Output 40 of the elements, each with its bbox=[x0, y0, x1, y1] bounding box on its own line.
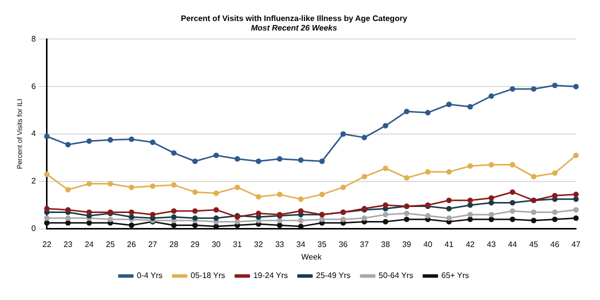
legend-label: 25-49 Yrs bbox=[316, 271, 351, 280]
x-tick-label: 23 bbox=[64, 240, 74, 249]
x-tick-label: 29 bbox=[190, 240, 200, 249]
legend-label: 05-18 Yrs bbox=[190, 271, 226, 280]
legend-label: 19-24 Yrs bbox=[253, 271, 288, 280]
x-tick-label: 31 bbox=[232, 240, 242, 249]
chart-title: Percent of Visits with Influenza-like Illness by Age Category bbox=[180, 14, 408, 24]
x-tick-label: 30 bbox=[212, 240, 222, 249]
legend-label: 0-4 Yrs bbox=[136, 271, 162, 280]
x-tick-label: 46 bbox=[550, 240, 560, 249]
x-tick-label: 41 bbox=[444, 240, 454, 249]
y-tick-label: 0 bbox=[31, 224, 36, 234]
x-tick-label: 28 bbox=[169, 240, 179, 249]
x-tick-label: 45 bbox=[529, 240, 539, 249]
x-tick-label: 47 bbox=[572, 240, 581, 249]
x-tick-label: 38 bbox=[381, 240, 390, 249]
x-tick-label: 33 bbox=[275, 240, 285, 249]
x-tick-label: 35 bbox=[318, 240, 328, 249]
y-tick-label: 8 bbox=[31, 34, 36, 44]
x-tick-label: 43 bbox=[486, 240, 496, 249]
x-tick-label: 37 bbox=[360, 240, 370, 249]
x-tick-label: 44 bbox=[508, 240, 518, 249]
x-tick-label: 27 bbox=[148, 240, 158, 249]
legend-label: 50-64 Yrs bbox=[378, 271, 414, 280]
x-tick-label: 26 bbox=[127, 240, 137, 249]
y-tick-label: 2 bbox=[31, 176, 36, 186]
x-tick-label: 42 bbox=[466, 240, 476, 249]
x-tick-label: 25 bbox=[106, 240, 116, 249]
x-tick-label: 36 bbox=[338, 240, 348, 249]
legend-label: 65+ Yrs bbox=[441, 271, 470, 280]
x-tick-label: 39 bbox=[402, 240, 412, 249]
x-tick-label: 32 bbox=[254, 240, 264, 249]
x-tick-label: 34 bbox=[296, 240, 306, 249]
x-axis-title: Week bbox=[301, 252, 323, 262]
chart-subtitle: Most Recent 26 Weeks bbox=[250, 24, 338, 33]
x-tick-label: 24 bbox=[84, 240, 94, 249]
x-tick-label: 22 bbox=[42, 240, 52, 249]
x-tick-label: 40 bbox=[423, 240, 433, 249]
y-tick-label: 6 bbox=[31, 82, 36, 91]
y-tick-label: 4 bbox=[31, 129, 36, 138]
